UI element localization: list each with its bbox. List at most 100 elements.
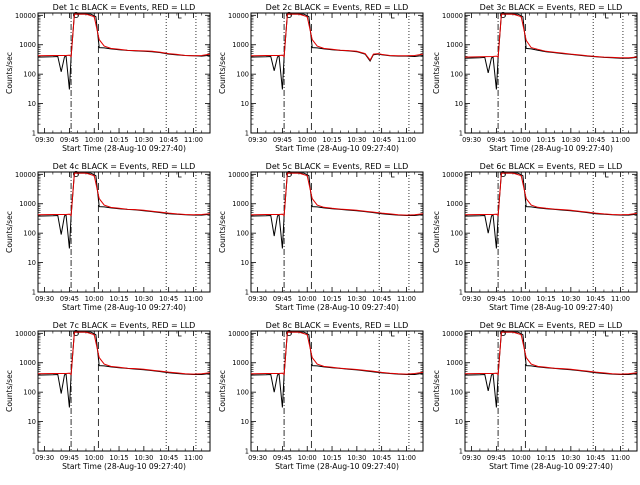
y-tick-label: 10 [241,259,249,267]
x-tick-label: 09:30 [462,454,481,462]
marker-O [286,11,293,18]
x-tick-label: 10:15 [537,295,556,303]
y-tick-label: 1 [32,130,36,138]
x-tick-label: 09:45 [273,136,292,144]
x-tick-label: 10:30 [561,295,580,303]
x-tick-label: 11:00 [397,136,416,144]
marker-O [500,329,507,336]
y-tick-label: 100 [236,389,249,397]
x-axis-label: Start Time (28-Aug-10 09:27:40) [489,303,613,312]
series-lld-line [251,13,423,62]
x-tick-label: 10:15 [323,454,342,462]
y-axis-label: Counts/sec [432,211,441,253]
marker-C [605,12,609,19]
y-tick-label: 10000 [228,12,249,20]
x-tick-label: 09:45 [60,136,79,144]
plot-frame [464,171,638,293]
y-tick-label: 10000 [15,330,36,338]
y-axis-label: Counts/sec [5,370,14,412]
x-tick-label: 10:30 [134,454,153,462]
plot-frame [37,171,211,293]
marker-O [73,170,80,177]
x-tick-label: 10:45 [372,295,391,303]
y-tick-label: 1000 [446,200,463,208]
x-tick-label: 10:30 [347,295,366,303]
panel-title: Det 5c BLACK = Events, RED = LLD [266,162,409,171]
x-tick-label: 09:30 [35,295,54,303]
marker-C [391,12,395,19]
panel-det-3: Det 3c BLACK = Events, RED = LLD 1 10 100 10… [432,3,638,153]
marker-O [73,11,80,18]
x-tick-label: 10:00 [512,454,531,462]
y-tick-label: 1 [459,448,463,456]
marker-O [500,170,507,177]
plot-frame [250,12,424,134]
y-tick-label: 10000 [442,12,463,20]
y-tick-label: 1000 [446,41,463,49]
x-tick-label: 10:30 [134,295,153,303]
y-tick-label: 10 [241,100,249,108]
x-tick-label: 11:00 [611,295,630,303]
x-tick-label: 10:45 [372,454,391,462]
panel-title: Det 8c BLACK = Events, RED = LLD [266,321,409,330]
x-tick-label: 11:00 [397,295,416,303]
x-tick-label: 10:30 [347,454,366,462]
marker-C [605,171,609,178]
marker-O [73,329,80,336]
series-events-line [38,13,210,90]
y-tick-label: 10000 [228,330,249,338]
x-axis-label: Start Time (28-Aug-10 09:27:40) [62,144,186,153]
plot-frame [464,330,638,452]
y-tick-label: 100 [450,230,463,238]
marker-C [391,330,395,337]
y-tick-label: 1000 [232,359,249,367]
panel-det-4: Det 4c BLACK = Events, RED = LLD 1 10 100 10… [5,162,211,312]
x-tick-label: 11:00 [611,136,630,144]
y-tick-label: 10 [455,418,463,426]
x-tick-label: 09:45 [273,295,292,303]
x-tick-label: 11:00 [184,454,203,462]
x-tick-label: 10:00 [298,136,317,144]
y-axis-label: Counts/sec [218,370,227,412]
x-tick-label: 09:30 [35,454,54,462]
panel-det-6: Det 6c BLACK = Events, RED = LLD 1 10 100 10… [432,162,638,312]
x-axis-label: Start Time (28-Aug-10 09:27:40) [62,462,186,471]
x-tick-label: 10:15 [323,136,342,144]
x-tick-label: 10:45 [586,136,605,144]
y-tick-label: 10000 [442,330,463,338]
x-tick-label: 10:15 [110,295,129,303]
y-tick-label: 1000 [19,41,36,49]
y-tick-label: 10000 [15,12,36,20]
y-tick-label: 10000 [442,171,463,179]
x-tick-label: 10:30 [134,136,153,144]
series-lld-line [38,13,210,58]
series-events-line [251,172,423,249]
series-lld-line [465,13,637,59]
y-tick-label: 1000 [232,41,249,49]
panel-title: Det 4c BLACK = Events, RED = LLD [53,162,196,171]
x-tick-label: 09:45 [487,295,506,303]
y-tick-label: 1 [32,289,36,297]
y-tick-label: 1000 [19,200,36,208]
x-tick-label: 10:15 [537,454,556,462]
x-tick-label: 10:30 [561,136,580,144]
y-axis-label: Counts/sec [218,211,227,253]
y-tick-label: 1 [459,289,463,297]
marker-O [286,170,293,177]
y-tick-label: 1 [245,130,249,138]
y-tick-label: 100 [23,71,36,79]
x-tick-label: 10:00 [85,454,104,462]
series-lld-line [251,331,423,376]
y-tick-label: 100 [236,230,249,238]
x-tick-label: 10:00 [85,295,104,303]
marker-C [178,12,182,19]
x-tick-label: 10:15 [323,295,342,303]
panel-title: Det 6c BLACK = Events, RED = LLD [480,162,623,171]
x-tick-label: 10:45 [159,295,178,303]
series-events-line [38,331,210,408]
marker-C [391,171,395,178]
series-events-line [251,331,423,408]
y-tick-label: 10 [241,418,249,426]
y-tick-label: 1 [459,130,463,138]
